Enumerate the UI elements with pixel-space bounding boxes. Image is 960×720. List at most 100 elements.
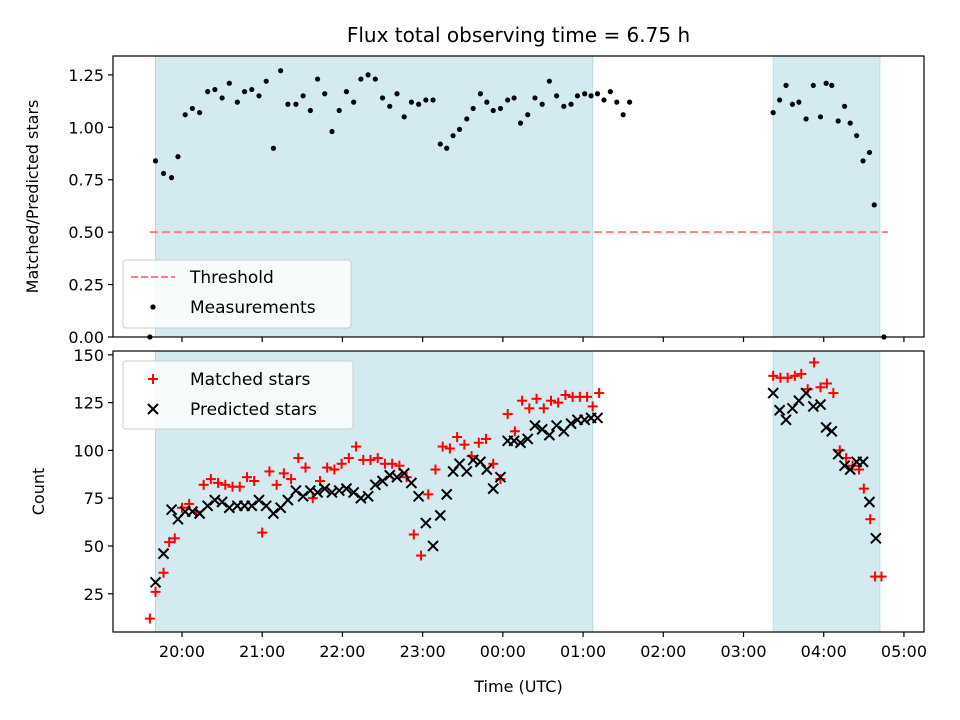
predicted-star-marker xyxy=(832,448,844,460)
predicted-stars-points xyxy=(149,387,882,589)
predicted-star-marker xyxy=(319,482,331,495)
predicted-star-marker xyxy=(165,503,178,516)
predicted-star-marker xyxy=(391,471,403,483)
measurement-point xyxy=(770,110,776,116)
predicted-star-marker xyxy=(780,414,792,426)
matched-star-marker xyxy=(828,388,839,399)
matched-star-marker xyxy=(264,466,275,477)
measurement-point xyxy=(322,91,328,97)
matched-star-marker xyxy=(538,403,549,414)
matched-star-marker xyxy=(444,443,455,454)
predicted-star-marker xyxy=(253,494,265,506)
matched-star-marker xyxy=(164,537,175,548)
predicted-star-marker xyxy=(857,456,869,468)
measurement-point xyxy=(783,82,789,88)
measurement-point xyxy=(601,97,607,103)
predicted-star-marker xyxy=(591,412,604,424)
matched-star-marker xyxy=(329,464,340,475)
y-tick-label: 125 xyxy=(73,394,104,413)
measurement-point xyxy=(430,97,436,103)
matched-star-marker xyxy=(144,613,155,624)
predicted-star-marker xyxy=(550,419,563,432)
ratio-legend-box xyxy=(122,259,352,329)
measurement-point xyxy=(387,103,393,109)
predicted-star-marker xyxy=(863,496,876,508)
matched-star-marker xyxy=(158,567,169,578)
matched-star-marker xyxy=(365,454,376,465)
x-tick-label: 02:00 xyxy=(640,642,686,661)
ratio-x-ticks xyxy=(181,337,905,342)
predicted-star-marker xyxy=(297,490,309,502)
measurement-point xyxy=(329,128,335,135)
measurement-point xyxy=(511,95,517,101)
y-tick-label: 25 xyxy=(84,585,104,604)
time-x-ticks: 20:00 21:00 22:00 23:00 00:00 01:00 02:00 03:00… xyxy=(159,632,927,661)
measurement-point xyxy=(607,89,613,95)
measurement-point xyxy=(175,154,181,160)
predicted-star-marker xyxy=(814,398,827,411)
predicted-star-marker xyxy=(767,387,779,399)
measurement-point xyxy=(627,99,633,105)
measurement-point xyxy=(249,86,255,93)
measurement-point xyxy=(532,95,538,101)
measurement-point xyxy=(160,170,167,177)
measurement-point xyxy=(829,82,835,88)
ratio-panel-frame xyxy=(112,55,925,338)
predicted-star-marker xyxy=(362,490,374,502)
matched-star-marker xyxy=(257,527,268,538)
measurement-point xyxy=(588,93,594,99)
predicted-star-marker xyxy=(870,532,882,545)
matched-star-marker xyxy=(293,453,304,464)
measurement-point xyxy=(437,141,443,147)
x-tick-label: 04:00 xyxy=(801,642,847,661)
measurement-point xyxy=(497,105,504,112)
predicted-star-marker xyxy=(838,459,851,472)
predicted-star-marker xyxy=(508,435,520,447)
predicted-star-marker xyxy=(157,547,170,560)
measurement-point xyxy=(539,101,545,107)
x-tick-label: 23:00 xyxy=(400,642,446,661)
predicted-star-marker xyxy=(376,475,389,487)
predicted-star-marker xyxy=(405,477,418,489)
predicted-star-marker xyxy=(412,490,425,502)
measurement-point xyxy=(803,116,809,122)
measurement-point xyxy=(620,112,626,118)
measurement-point xyxy=(205,89,211,95)
measurement-point xyxy=(219,95,225,101)
measurement-point xyxy=(263,78,269,84)
matched-star-marker xyxy=(473,437,484,448)
matched-star-marker xyxy=(336,458,347,469)
observing-window-2 xyxy=(772,55,881,338)
predicted-star-marker xyxy=(290,484,302,497)
matched-star-marker xyxy=(524,403,535,414)
measurement-point xyxy=(866,149,873,156)
matched-star-marker xyxy=(821,378,832,389)
matched-star-marker xyxy=(278,468,289,479)
measurement-point xyxy=(789,101,796,107)
measurement-point xyxy=(777,97,783,103)
predicted-star-marker xyxy=(487,482,499,495)
measurement-point xyxy=(365,72,371,78)
measurement-point xyxy=(477,91,483,97)
predicted-star-marker xyxy=(578,414,591,426)
measurement-point xyxy=(300,93,306,99)
predicted-star-marker xyxy=(494,471,507,483)
measurement-point xyxy=(307,107,313,114)
measurement-point xyxy=(817,114,824,120)
matched-star-marker xyxy=(502,409,513,420)
matched-star-marker xyxy=(509,426,520,437)
predicted-star-marker xyxy=(773,404,786,416)
measurement-point xyxy=(401,114,407,120)
measurement-point xyxy=(168,175,175,181)
time-x-axis-label: Time (UTC) xyxy=(473,677,562,696)
matched-star-marker xyxy=(488,458,499,469)
matched-star-marker xyxy=(452,432,463,443)
x-tick-label: 03:00 xyxy=(720,642,766,661)
measurement-point xyxy=(854,133,860,139)
matched-star-marker xyxy=(150,586,161,597)
measurement-point xyxy=(212,86,218,93)
predicted-star-marker xyxy=(434,509,446,522)
matched-star-marker xyxy=(169,533,180,544)
matched-star-marker xyxy=(408,529,419,540)
